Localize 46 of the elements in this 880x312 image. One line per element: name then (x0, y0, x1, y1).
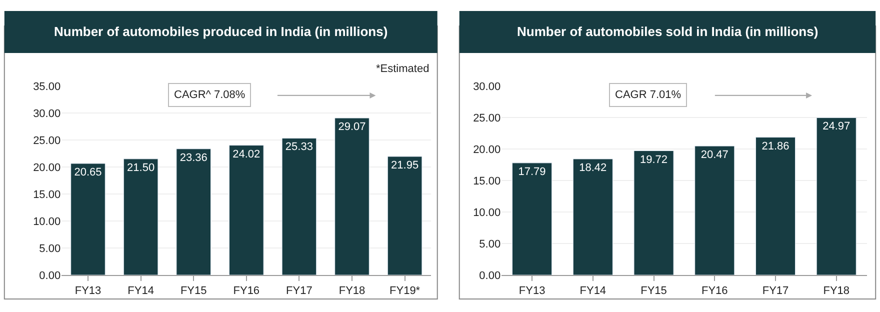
data-label: 23.36 (180, 152, 208, 164)
y-tick-label: 25.00 (33, 134, 61, 147)
x-tick-label: FY17 (286, 285, 312, 298)
y-tick-label: 0.00 (479, 270, 501, 282)
chart-title: Number of automobiles produced in India (in millions) (54, 24, 388, 39)
y-tick-label: 35.00 (33, 80, 61, 93)
data-label: 21.50 (127, 162, 155, 174)
y-tick-label: 30.00 (33, 108, 61, 120)
y-tick-label: 15.00 (33, 188, 61, 201)
x-tick-label: FY17 (762, 285, 789, 298)
x-tick-label: FY13 (74, 285, 102, 298)
data-label: 17.79 (518, 166, 546, 178)
data-label: 24.02 (232, 148, 260, 160)
x-tick-label: FY18 (823, 285, 850, 298)
x-tick-label: FY16 (701, 285, 728, 298)
x-tick-label: FY15 (180, 285, 207, 298)
data-label: 20.47 (700, 149, 728, 162)
y-tick-label: 30.00 (473, 80, 501, 93)
data-label: 25.33 (285, 141, 313, 154)
data-label: 18.42 (579, 162, 607, 174)
y-tick-label: 25.00 (473, 112, 501, 124)
text: *Estimated (376, 63, 430, 75)
x-tick-label: FY14 (580, 285, 606, 298)
data-label: 20.65 (74, 166, 102, 178)
y-tick-label: 20.00 (473, 144, 501, 156)
annotation: CAGR^ 7.08% (174, 89, 246, 101)
data-label: 24.97 (822, 120, 850, 133)
annotation: CAGR 7.01% (615, 89, 682, 101)
data-label: 21.95 (391, 159, 419, 172)
y-tick-label: 10.00 (473, 206, 501, 219)
x-tick-label: FY13 (518, 285, 546, 298)
x-tick-label: FY19* (390, 285, 421, 298)
data-label: 21.86 (762, 140, 790, 152)
x-tick-label: FY18 (338, 285, 366, 298)
y-tick-label: 5.00 (479, 238, 501, 250)
y-tick-label: 10.00 (33, 216, 61, 228)
y-tick-label: 5.00 (39, 242, 61, 255)
data-label: 29.07 (338, 121, 366, 134)
x-tick-label: FY14 (128, 285, 154, 298)
x-tick-label: FY15 (640, 285, 667, 298)
y-tick-label: 15.00 (473, 175, 501, 188)
x-tick-label: FY16 (233, 285, 260, 298)
y-tick-label: 20.00 (33, 162, 61, 174)
y-tick-label: 0.00 (39, 270, 61, 282)
chart-title: Number of automobiles sold in India (in millions) (517, 24, 818, 39)
data-label: 19.72 (640, 154, 668, 166)
